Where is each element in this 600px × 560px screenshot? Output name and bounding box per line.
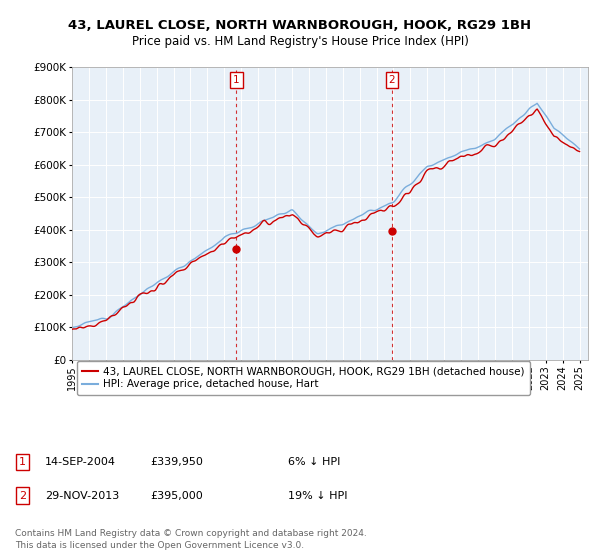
Legend: 43, LAUREL CLOSE, NORTH WARNBOROUGH, HOOK, RG29 1BH (detached house), HPI: Avera: 43, LAUREL CLOSE, NORTH WARNBOROUGH, HOO… <box>77 361 530 395</box>
Text: 19% ↓ HPI: 19% ↓ HPI <box>288 491 347 501</box>
Text: 6% ↓ HPI: 6% ↓ HPI <box>288 457 340 467</box>
Text: 43, LAUREL CLOSE, NORTH WARNBOROUGH, HOOK, RG29 1BH: 43, LAUREL CLOSE, NORTH WARNBOROUGH, HOO… <box>68 18 532 32</box>
Text: £339,950: £339,950 <box>150 457 203 467</box>
Text: 2: 2 <box>19 491 26 501</box>
Text: Price paid vs. HM Land Registry's House Price Index (HPI): Price paid vs. HM Land Registry's House … <box>131 35 469 49</box>
Text: £395,000: £395,000 <box>150 491 203 501</box>
Text: Contains HM Land Registry data © Crown copyright and database right 2024.
This d: Contains HM Land Registry data © Crown c… <box>15 529 367 550</box>
Text: 2: 2 <box>389 75 395 85</box>
Text: 29-NOV-2013: 29-NOV-2013 <box>45 491 119 501</box>
Text: 1: 1 <box>233 75 239 85</box>
Text: 1: 1 <box>19 457 26 467</box>
Text: 14-SEP-2004: 14-SEP-2004 <box>45 457 116 467</box>
